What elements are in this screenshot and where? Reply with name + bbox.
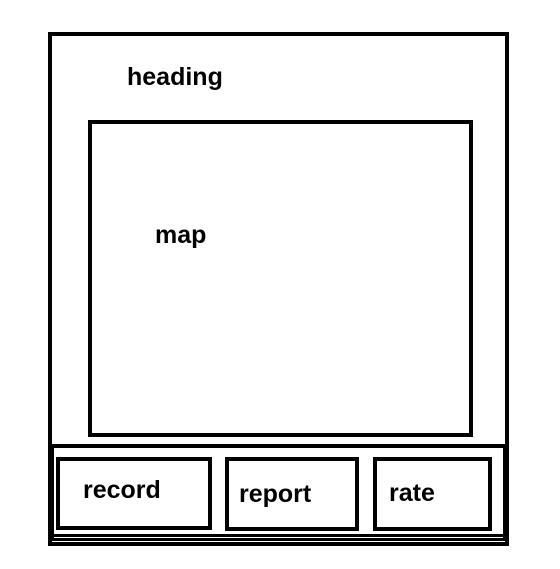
report-button[interactable]: report <box>225 457 359 531</box>
bottom-bar-divider <box>51 534 506 537</box>
map-label: map <box>155 221 207 249</box>
rate-button[interactable]: rate <box>373 457 492 531</box>
rate-button-label: rate <box>389 479 435 507</box>
page-heading: heading <box>127 63 223 91</box>
map-area[interactable] <box>88 120 473 437</box>
report-button-label: report <box>239 480 312 508</box>
record-button[interactable]: record <box>56 457 212 530</box>
record-button-label: record <box>83 476 161 504</box>
